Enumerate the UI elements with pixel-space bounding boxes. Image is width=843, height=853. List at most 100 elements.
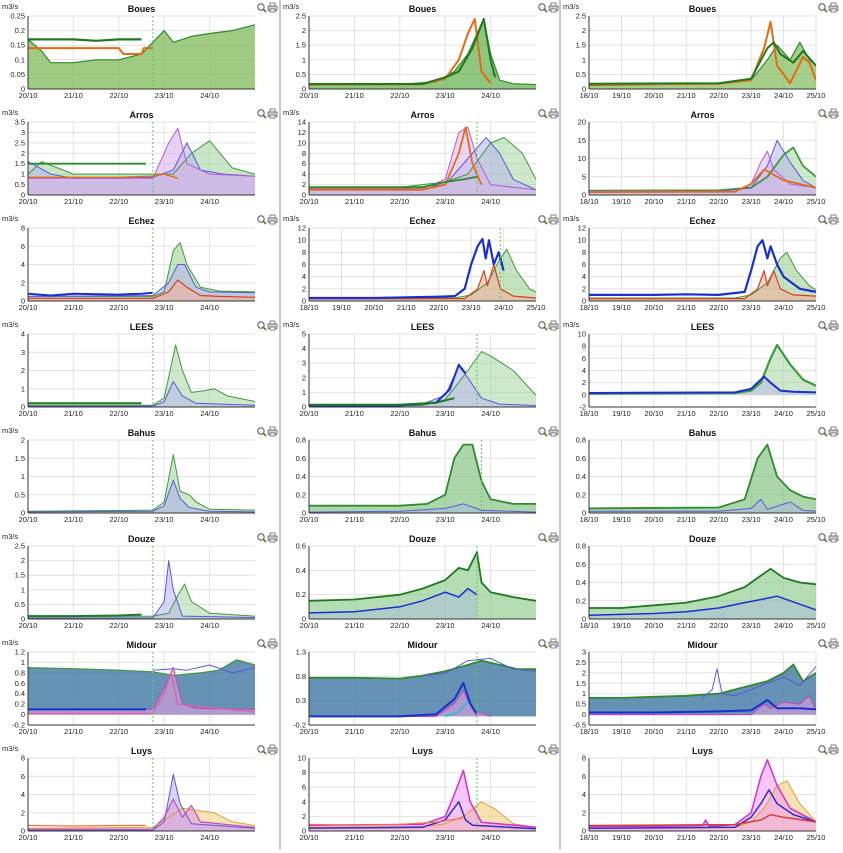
printer-icon bbox=[828, 744, 839, 755]
y-tick-label: 10 bbox=[298, 236, 306, 245]
x-tick-label: 19/10 bbox=[612, 91, 631, 100]
plot-area bbox=[309, 443, 536, 513]
x-tick-label: 21/10 bbox=[64, 409, 83, 418]
plot-area bbox=[309, 237, 536, 301]
chart-svg: Echez m3/s 0 2 4 6 8 10 12 18/10 19/10 20/10 21/10 22… bbox=[563, 214, 839, 312]
y-tick-label: 0 bbox=[21, 297, 25, 306]
y-tick-label: 2.5 bbox=[576, 12, 586, 21]
y-tick-label: -0.5 bbox=[573, 721, 586, 730]
y-tick-label: 10 bbox=[298, 754, 306, 763]
y-tick-label: 2 bbox=[302, 284, 306, 293]
y-tick-label: 0.15 bbox=[10, 41, 25, 50]
series-line-2 bbox=[589, 239, 816, 297]
chart-panel-bahus: Bahus 0 0.2 0.4 0.6 0.8 18/10 19/10 20/10 21/10 22… bbox=[561, 424, 840, 530]
series-area-0 bbox=[28, 24, 255, 89]
series-area-1 bbox=[589, 270, 816, 301]
plot-area bbox=[589, 443, 816, 513]
x-tick-label: 20/10 bbox=[644, 91, 663, 100]
x-tick-label: 22/10 bbox=[709, 515, 728, 524]
series-line-1 bbox=[28, 47, 153, 55]
y-axis-unit: m3/s bbox=[283, 108, 300, 117]
chart-title: Boues bbox=[128, 4, 156, 14]
y-axis-unit: m3/s bbox=[2, 532, 19, 541]
x-tick-label: 18/10 bbox=[580, 621, 599, 630]
chart-panel-echez: Echez m3/s 0 2 4 6 8 10 12 18/10 19/10 20/10 21/10 22… bbox=[281, 212, 560, 318]
y-tick-label: 4 bbox=[302, 272, 306, 281]
x-tick-label: 24/10 bbox=[774, 727, 793, 736]
x-tick-label: 23/10 bbox=[436, 409, 455, 418]
x-tick-label: 22/10 bbox=[109, 91, 128, 100]
y-tick-label: 0 bbox=[582, 297, 586, 306]
y-tick-label: 0 bbox=[21, 191, 25, 200]
x-tick-label: 21/10 bbox=[64, 197, 83, 206]
y-tick-label: 0.4 bbox=[576, 472, 586, 481]
series-line-3 bbox=[28, 291, 153, 297]
x-tick-label: 18/10 bbox=[580, 303, 599, 312]
chart-svg: Boues m3/s 0 0.5 1 1.5 2 2.5 18/10 19/10 20/10 21/1… bbox=[563, 2, 839, 100]
y-tick-label: 6 bbox=[302, 260, 306, 269]
x-tick-label: 19/10 bbox=[612, 515, 631, 524]
y-axis-unit: m3/s bbox=[2, 638, 19, 647]
y-tick-label: 0 bbox=[582, 827, 586, 836]
chart-svg: LEES m3/s 0 1 2 3 4 5 20/10 21/10 22/10 23/10 24/10 bbox=[283, 320, 559, 418]
x-tick-label: 24/10 bbox=[200, 303, 219, 312]
y-tick-label: 10 bbox=[578, 330, 586, 339]
x-tick-label: 21/10 bbox=[64, 833, 83, 842]
x-tick-label: 23/10 bbox=[436, 727, 455, 736]
chart-svg: Luys m3/s 0 2 4 6 8 20/10 21/10 22/10 23/10 24/10 bbox=[2, 744, 278, 842]
series-area-1 bbox=[28, 264, 255, 301]
y-tick-label: 1 bbox=[21, 170, 25, 179]
x-tick-label: 21/10 bbox=[397, 303, 416, 312]
printer-icon bbox=[548, 532, 559, 543]
chart-panel-echez: Echez m3/s 0 2 4 6 8 10 12 18/10 19/10 20/10 21/10 22… bbox=[561, 212, 840, 318]
magnifier-icon bbox=[257, 215, 267, 225]
plot-area bbox=[309, 657, 536, 718]
x-tick-label: 24/10 bbox=[200, 621, 219, 630]
x-tick-label: 20/10 bbox=[19, 303, 38, 312]
series-area-0 bbox=[589, 444, 816, 513]
y-tick-label: 1.5 bbox=[296, 41, 306, 50]
x-tick-label: 20/10 bbox=[644, 833, 663, 842]
y-axis-unit: m3/s bbox=[563, 214, 580, 223]
y-tick-label: 2 bbox=[21, 436, 25, 445]
y-tick-label: 2 bbox=[582, 284, 586, 293]
y-tick-label: 0 bbox=[21, 85, 25, 94]
chart-svg: Luys 0 2 4 6 8 10 20/10 21/10 22/10 23/10 24/10 bbox=[298, 744, 559, 842]
series-line-0 bbox=[589, 443, 816, 510]
chart-svg: Bahus 0 0.2 0.4 0.6 0.8 20/10 21/10 22/10 23/10 24… bbox=[296, 426, 559, 524]
y-tick-label: 0 bbox=[302, 85, 306, 94]
magnifier-icon bbox=[257, 427, 267, 437]
x-tick-label: 24/10 bbox=[200, 833, 219, 842]
y-tick-label: 1 bbox=[582, 689, 586, 698]
y-tick-label: -0.2 bbox=[12, 721, 25, 730]
chart-svg: Bahus m3/s 0 0.5 1 1.5 2 20/10 21/10 22/10 23/10 24… bbox=[2, 426, 278, 524]
chart-title: Bahus bbox=[128, 428, 156, 438]
y-tick-label: 0.5 bbox=[15, 180, 25, 189]
x-tick-label: 24/10 bbox=[774, 409, 793, 418]
y-tick-label: 3 bbox=[582, 648, 586, 657]
y-axis-unit: m3/s bbox=[283, 2, 300, 11]
series-line-3 bbox=[28, 824, 146, 827]
series-line-0 bbox=[589, 567, 816, 609]
y-tick-label: 6 bbox=[582, 354, 586, 363]
x-tick-label: 22/10 bbox=[109, 303, 128, 312]
y-tick-label: -2 bbox=[579, 403, 586, 412]
series-line-1 bbox=[152, 664, 255, 674]
y-tick-label: 15 bbox=[578, 136, 586, 145]
x-tick-label: 21/10 bbox=[677, 515, 696, 524]
x-tick-label: 22/10 bbox=[709, 197, 728, 206]
y-tick-label: 5 bbox=[582, 172, 586, 181]
y-tick-label: 0.5 bbox=[576, 700, 586, 709]
y-tick-label: 1 bbox=[302, 55, 306, 64]
series-line-3 bbox=[28, 672, 255, 715]
chart-panel-lees: LEES m3/s -2 0 2 4 6 8 10 18/10 19/10 20/10 21/10 22/… bbox=[561, 318, 840, 424]
y-tick-label: 0.8 bbox=[15, 668, 25, 677]
y-tick-label: 2 bbox=[302, 812, 306, 821]
y-tick-label: 0 bbox=[21, 615, 25, 624]
y-tick-label: 0.5 bbox=[296, 70, 306, 79]
magnifier-icon bbox=[818, 215, 828, 225]
chart-panel-luys: Luys 0 2 4 6 8 18/10 19/10 20/10 21/10 22/10 23/10 2… bbox=[561, 742, 840, 848]
x-tick-label: 24/10 bbox=[481, 515, 500, 524]
y-tick-label: 0.4 bbox=[296, 566, 306, 575]
y-tick-label: 8 bbox=[302, 248, 306, 257]
